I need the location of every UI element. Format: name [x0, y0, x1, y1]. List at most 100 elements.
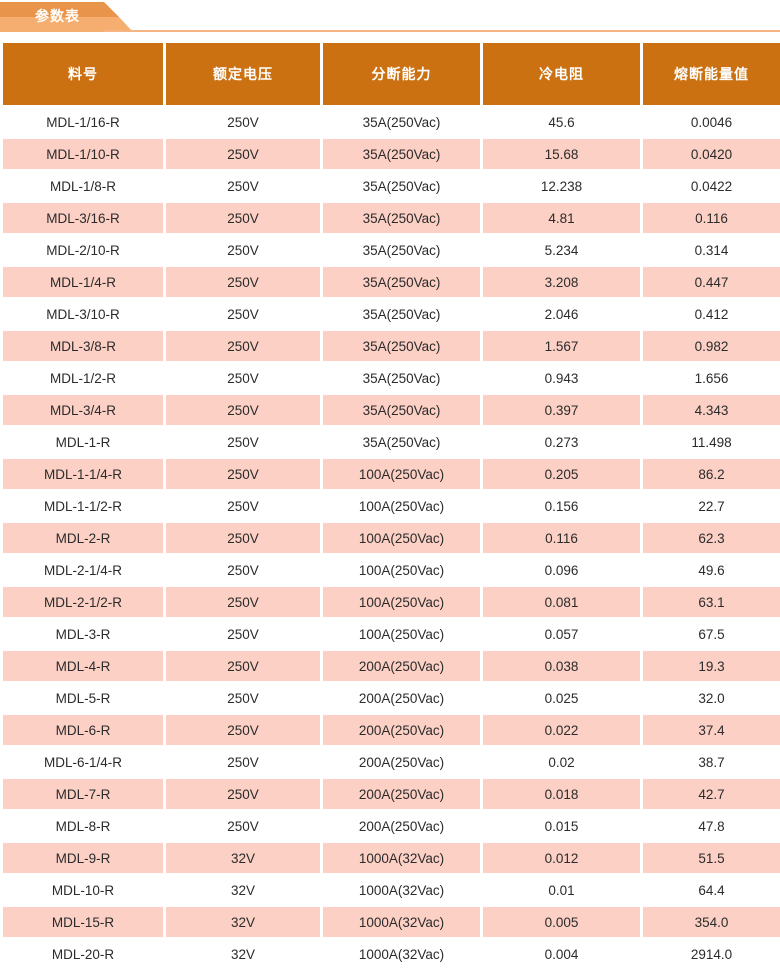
banner-tab-bottom-band [0, 17, 133, 32]
cell-part-number: MDL-6-1/4-R [3, 747, 163, 777]
cell-rated-voltage: 250V [166, 267, 320, 297]
table-row: MDL-7-R 250V 200A(250Vac) 0.018 42.7 [3, 779, 780, 809]
cell-rated-voltage: 250V [166, 139, 320, 169]
cell-part-number: MDL-6-R [3, 715, 163, 745]
cell-part-number: MDL-2/10-R [3, 235, 163, 265]
cell-cold-resistance: 45.6 [483, 107, 640, 137]
cell-part-number: MDL-3/16-R [3, 203, 163, 233]
cell-rated-voltage: 250V [166, 779, 320, 809]
cell-melting-energy: 0.447 [643, 267, 780, 297]
cell-breaking-capacity: 1000A(32Vac) [323, 939, 480, 969]
column-header-part-number: 料号 [3, 43, 163, 105]
cell-rated-voltage: 250V [166, 427, 320, 457]
cell-melting-energy: 38.7 [643, 747, 780, 777]
cell-breaking-capacity: 35A(250Vac) [323, 363, 480, 393]
cell-rated-voltage: 250V [166, 171, 320, 201]
table-body: MDL-1/16-R 250V 35A(250Vac) 45.6 0.0046 MDL-1… [3, 107, 780, 969]
cell-rated-voltage: 250V [166, 651, 320, 681]
cell-rated-voltage: 250V [166, 747, 320, 777]
cell-cold-resistance: 0.081 [483, 587, 640, 617]
cell-breaking-capacity: 35A(250Vac) [323, 235, 480, 265]
column-header-breaking-capacity: 分断能力 [323, 43, 480, 105]
cell-breaking-capacity: 1000A(32Vac) [323, 907, 480, 937]
cell-melting-energy: 67.5 [643, 619, 780, 649]
cell-breaking-capacity: 200A(250Vac) [323, 683, 480, 713]
cell-melting-energy: 0.116 [643, 203, 780, 233]
cell-part-number: MDL-20-R [3, 939, 163, 969]
cell-melting-energy: 0.0046 [643, 107, 780, 137]
table-row: MDL-2/10-R 250V 35A(250Vac) 5.234 0.314 [3, 235, 780, 265]
cell-cold-resistance: 0.038 [483, 651, 640, 681]
table-header: 料号 额定电压 分断能力 冷电阻 熔断能量值 [3, 43, 780, 105]
cell-melting-energy: 63.1 [643, 587, 780, 617]
cell-part-number: MDL-3/4-R [3, 395, 163, 425]
cell-rated-voltage: 250V [166, 587, 320, 617]
cell-cold-resistance: 0.015 [483, 811, 640, 841]
cell-breaking-capacity: 100A(250Vac) [323, 555, 480, 585]
cell-melting-energy: 0.0422 [643, 171, 780, 201]
cell-cold-resistance: 5.234 [483, 235, 640, 265]
table-row: MDL-1/4-R 250V 35A(250Vac) 3.208 0.447 [3, 267, 780, 297]
cell-part-number: MDL-8-R [3, 811, 163, 841]
cell-part-number: MDL-1-1/2-R [3, 491, 163, 521]
cell-melting-energy: 2914.0 [643, 939, 780, 969]
cell-part-number: MDL-1/16-R [3, 107, 163, 137]
table-row: MDL-1/8-R 250V 35A(250Vac) 12.238 0.0422 [3, 171, 780, 201]
table-row: MDL-3/16-R 250V 35A(250Vac) 4.81 0.116 [3, 203, 780, 233]
cell-rated-voltage: 250V [166, 811, 320, 841]
cell-rated-voltage: 250V [166, 555, 320, 585]
cell-melting-energy: 37.4 [643, 715, 780, 745]
cell-rated-voltage: 32V [166, 875, 320, 905]
column-header-rated-voltage: 额定电压 [166, 43, 320, 105]
cell-breaking-capacity: 35A(250Vac) [323, 331, 480, 361]
cell-cold-resistance: 4.81 [483, 203, 640, 233]
cell-breaking-capacity: 35A(250Vac) [323, 107, 480, 137]
banner-tab-top-band [0, 2, 119, 17]
cell-melting-energy: 1.656 [643, 363, 780, 393]
column-header-melting-energy: 熔断能量值 [643, 43, 780, 105]
cell-part-number: MDL-2-1/4-R [3, 555, 163, 585]
cell-rated-voltage: 250V [166, 715, 320, 745]
banner-tab-shape [0, 2, 133, 32]
table-row: MDL-10-R 32V 1000A(32Vac) 0.01 64.4 [3, 875, 780, 905]
table-row: MDL-1-1/4-R 250V 100A(250Vac) 0.205 86.2 [3, 459, 780, 489]
section-title: 参数表 [35, 8, 80, 24]
cell-part-number: MDL-5-R [3, 683, 163, 713]
cell-part-number: MDL-1/8-R [3, 171, 163, 201]
cell-part-number: MDL-1/4-R [3, 267, 163, 297]
cell-cold-resistance: 3.208 [483, 267, 640, 297]
cell-melting-energy: 49.6 [643, 555, 780, 585]
cell-cold-resistance: 0.116 [483, 523, 640, 553]
cell-breaking-capacity: 100A(250Vac) [323, 491, 480, 521]
cell-cold-resistance: 0.005 [483, 907, 640, 937]
cell-part-number: MDL-1-R [3, 427, 163, 457]
cell-cold-resistance: 0.022 [483, 715, 640, 745]
cell-cold-resistance: 0.012 [483, 843, 640, 873]
cell-rated-voltage: 250V [166, 299, 320, 329]
cell-breaking-capacity: 1000A(32Vac) [323, 875, 480, 905]
table-row: MDL-2-1/4-R 250V 100A(250Vac) 0.096 49.6 [3, 555, 780, 585]
cell-part-number: MDL-2-R [3, 523, 163, 553]
cell-breaking-capacity: 100A(250Vac) [323, 587, 480, 617]
table-row: MDL-1/10-R 250V 35A(250Vac) 15.68 0.0420 [3, 139, 780, 169]
cell-breaking-capacity: 200A(250Vac) [323, 747, 480, 777]
cell-part-number: MDL-9-R [3, 843, 163, 873]
cell-melting-energy: 62.3 [643, 523, 780, 553]
cell-part-number: MDL-4-R [3, 651, 163, 681]
cell-breaking-capacity: 35A(250Vac) [323, 171, 480, 201]
table-row: MDL-1/2-R 250V 35A(250Vac) 0.943 1.656 [3, 363, 780, 393]
table-row: MDL-20-R 32V 1000A(32Vac) 0.004 2914.0 [3, 939, 780, 969]
cell-breaking-capacity: 200A(250Vac) [323, 811, 480, 841]
cell-part-number: MDL-10-R [3, 875, 163, 905]
table-row: MDL-6-R 250V 200A(250Vac) 0.022 37.4 [3, 715, 780, 745]
table-row: MDL-4-R 250V 200A(250Vac) 0.038 19.3 [3, 651, 780, 681]
cell-breaking-capacity: 100A(250Vac) [323, 459, 480, 489]
table-row: MDL-3-R 250V 100A(250Vac) 0.057 67.5 [3, 619, 780, 649]
parameter-table: 料号 额定电压 分断能力 冷电阻 熔断能量值 MDL-1/16-R 250V 35A… [0, 41, 780, 971]
cell-cold-resistance: 2.046 [483, 299, 640, 329]
table-row: MDL-2-R 250V 100A(250Vac) 0.116 62.3 [3, 523, 780, 553]
cell-melting-energy: 0.0420 [643, 139, 780, 169]
cell-rated-voltage: 250V [166, 459, 320, 489]
table-row: MDL-1/16-R 250V 35A(250Vac) 45.6 0.0046 [3, 107, 780, 137]
cell-cold-resistance: 0.205 [483, 459, 640, 489]
